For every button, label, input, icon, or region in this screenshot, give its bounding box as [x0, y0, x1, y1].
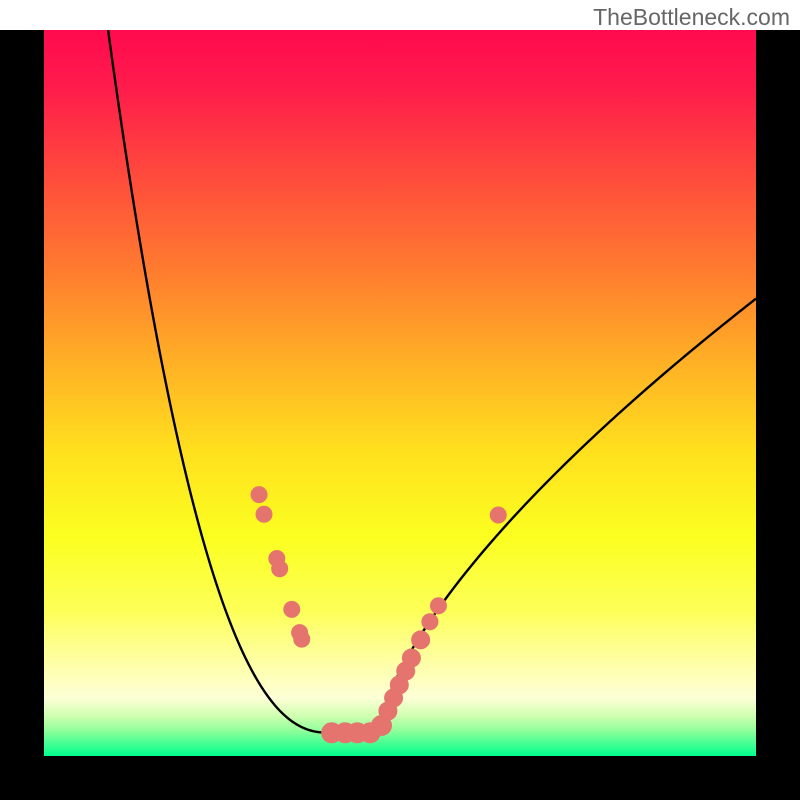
data-marker: [490, 507, 506, 523]
data-marker: [284, 601, 300, 617]
data-marker: [294, 631, 310, 647]
data-marker: [256, 506, 272, 522]
chart-frame: TheBottleneck.com: [0, 0, 800, 800]
chart-top-margin: [0, 0, 800, 30]
data-marker: [412, 631, 430, 649]
data-marker: [430, 598, 446, 614]
bottleneck-chart: [0, 0, 800, 800]
data-marker: [251, 487, 267, 503]
data-marker: [422, 614, 438, 630]
data-marker: [402, 649, 420, 667]
data-marker: [272, 561, 288, 577]
chart-background-gradient: [44, 30, 756, 756]
